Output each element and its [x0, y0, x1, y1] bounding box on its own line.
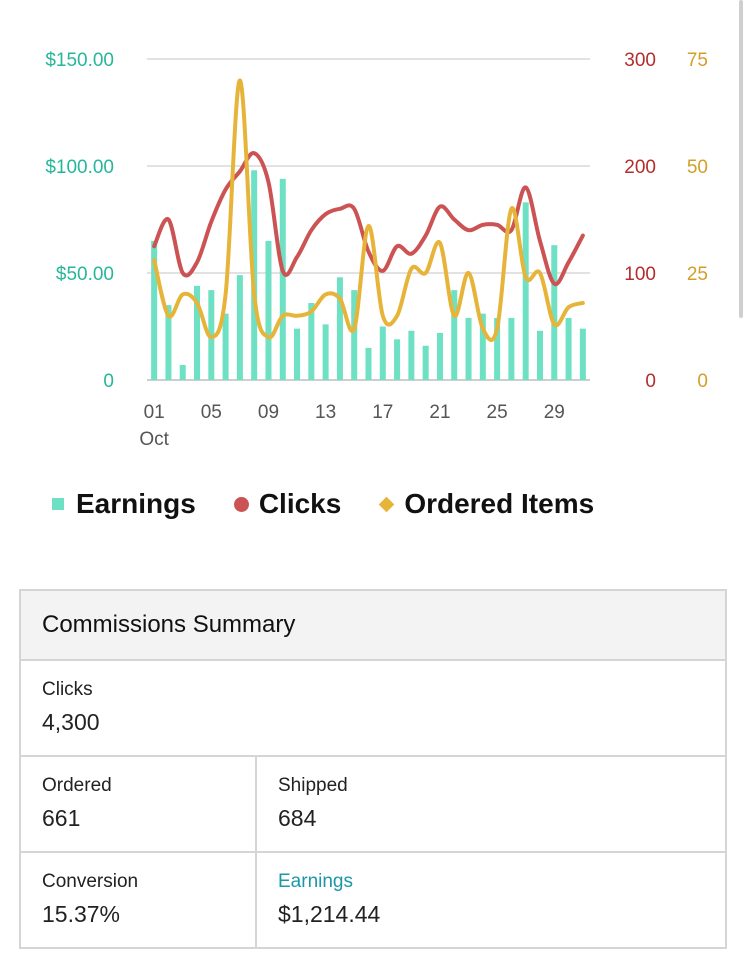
ordered-value: 661	[42, 805, 81, 831]
ordered-cell: Ordered 661	[21, 757, 257, 851]
earnings-bar	[222, 313, 229, 380]
x-month-label: Oct	[139, 429, 169, 450]
earnings-marker-icon	[52, 498, 64, 510]
earnings-bar	[536, 330, 543, 380]
y-right-clicks-tick-label: 0	[645, 371, 656, 392]
clicks-marker-icon	[233, 496, 249, 512]
chart-legend: Earnings Clicks Ordered Items	[52, 488, 594, 520]
y-right-items-tick-label: 0	[697, 371, 708, 392]
earnings-bar	[408, 330, 415, 380]
earnings-bar	[436, 332, 443, 380]
earnings-bar	[294, 328, 301, 380]
ordered-label: Ordered	[42, 775, 112, 796]
earnings-bar	[451, 290, 458, 380]
x-tick-label: 29	[544, 402, 565, 423]
y-right-items-tick-label: 25	[687, 264, 708, 285]
earnings-bar	[322, 324, 329, 380]
x-tick-label: 25	[487, 402, 508, 423]
x-tick-label: 09	[258, 402, 279, 423]
y-right-items-tick-label: 50	[687, 157, 708, 178]
earnings-bar	[265, 240, 272, 380]
commissions-summary-panel: Commissions Summary Clicks 4,300 Ordered…	[19, 589, 727, 949]
earnings-value: $1,214.44	[278, 901, 381, 927]
earnings-bar	[179, 365, 186, 380]
performance-chart: $150.00 300 75 $100.00 200 50 $50.00 100 25 0 0 0 01…	[45, 50, 708, 450]
x-tick-label: 05	[201, 402, 222, 423]
y-right-clicks-tick-label: 200	[624, 157, 656, 178]
ordered-items-marker-icon	[379, 496, 395, 512]
shipped-cell: Shipped 684	[257, 757, 725, 851]
earnings-bar	[308, 302, 315, 380]
clicks-value: 4,300	[42, 709, 100, 735]
earnings-bar	[494, 317, 501, 380]
earnings-bar	[336, 277, 343, 380]
earnings-bar	[551, 245, 558, 380]
legend-item-earnings[interactable]: Earnings	[52, 488, 196, 520]
earnings-bar	[579, 328, 586, 380]
legend-label-earnings: Earnings	[76, 488, 196, 519]
earnings-cell: Earnings $1,214.44	[257, 853, 725, 947]
earnings-bar	[151, 240, 158, 380]
page-scrollbar[interactable]	[739, 0, 743, 318]
summary-row-ordered-shipped: Ordered 661 Shipped 684	[21, 757, 725, 853]
earnings-bar	[422, 345, 429, 380]
y-left-tick-label: $50.00	[56, 264, 114, 285]
earnings-bar	[208, 290, 215, 380]
clicks-line	[152, 151, 585, 287]
earnings-bar	[165, 305, 172, 380]
earnings-bar	[522, 202, 529, 380]
earnings-bar	[351, 290, 358, 380]
x-tick-label: 13	[315, 402, 336, 423]
conversion-label: Conversion	[42, 871, 139, 892]
summary-row-clicks: Clicks 4,300	[21, 661, 725, 757]
x-tick-label: 21	[429, 402, 450, 423]
shipped-label: Shipped	[278, 775, 348, 796]
earnings-bar	[365, 347, 372, 380]
earnings-bar	[379, 326, 386, 380]
summary-title: Commissions Summary	[21, 591, 725, 661]
earnings-bar	[479, 313, 486, 380]
x-tick-label: 01	[144, 402, 165, 423]
clicks-label: Clicks	[42, 679, 93, 700]
conversion-value: 15.37%	[42, 901, 121, 927]
earnings-bar	[236, 275, 243, 380]
summary-row-conversion-earnings: Conversion 15.37% Earnings $1,214.44	[21, 853, 725, 947]
earnings-bar	[508, 317, 515, 380]
y-left-tick-label: 0	[103, 371, 114, 392]
x-tick-label: 17	[372, 402, 393, 423]
y-left-tick-label: $100.00	[45, 157, 114, 178]
legend-label-ordered-items: Ordered Items	[404, 488, 595, 519]
legend-item-ordered-items[interactable]: Ordered Items	[379, 488, 594, 520]
y-left-tick-label: $150.00	[45, 50, 114, 71]
earnings-bar	[194, 285, 201, 380]
earnings-bar	[279, 178, 286, 380]
legend-item-clicks[interactable]: Clicks	[233, 488, 342, 520]
ordered-items-line	[152, 78, 585, 342]
y-right-clicks-tick-label: 300	[624, 50, 656, 71]
earnings-bar	[394, 339, 401, 380]
conversion-cell: Conversion 15.37%	[21, 853, 257, 947]
earnings-link[interactable]: Earnings	[278, 871, 353, 892]
earnings-bar	[565, 317, 572, 380]
shipped-value: 684	[278, 805, 317, 831]
legend-label-clicks: Clicks	[258, 488, 342, 519]
y-right-clicks-tick-label: 100	[624, 264, 656, 285]
clicks-cell: Clicks 4,300	[21, 661, 725, 755]
y-right-items-tick-label: 75	[687, 50, 708, 71]
earnings-bar	[465, 317, 472, 380]
